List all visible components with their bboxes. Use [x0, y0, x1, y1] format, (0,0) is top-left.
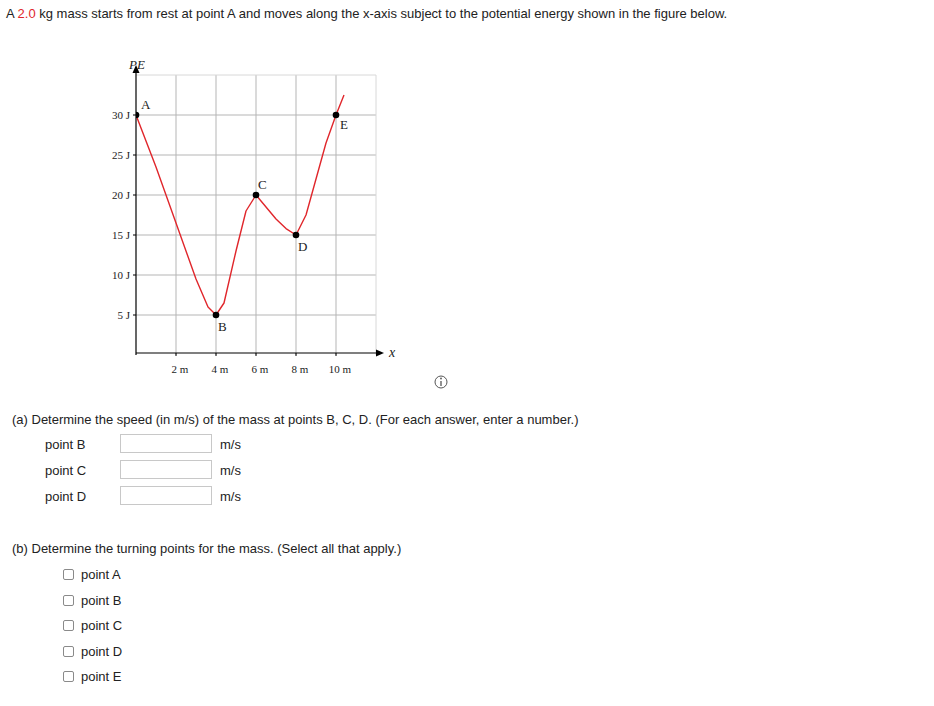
x-axis [136, 352, 380, 353]
unit-label: m/s [220, 437, 241, 452]
x-tick-label: 4 m [212, 363, 229, 375]
point-marker [213, 312, 220, 319]
grid-line-y [136, 275, 376, 276]
option-label: point A [81, 567, 121, 582]
range-top [136, 75, 376, 76]
answer-input[interactable] [120, 486, 212, 505]
problem-text: A 2.0 kg mass starts from rest at point … [6, 6, 727, 21]
problem-span: A [6, 6, 18, 21]
y-tick [133, 235, 136, 236]
range-right [376, 75, 377, 355]
info-icon [435, 376, 447, 388]
grid-line-y [136, 315, 376, 316]
x-tick [336, 353, 337, 356]
x-tick-label: 2 m [172, 363, 189, 375]
y-tick-label: 10 J [112, 269, 131, 281]
row-label: point D [45, 489, 86, 504]
y-tick-label: 30 J [112, 109, 131, 121]
option-label: point C [81, 618, 122, 633]
answer-input[interactable] [120, 434, 212, 453]
x-tick-label: 6 m [252, 363, 269, 375]
info-icon-bar [440, 381, 441, 386]
checkbox[interactable] [63, 646, 74, 657]
point-marker [136, 112, 139, 119]
y-axis-label: PE [128, 57, 145, 72]
point-label: D [298, 239, 307, 254]
row-label: point B [45, 437, 85, 452]
y-tick-label: 20 J [112, 189, 131, 201]
grid-line-y [136, 235, 376, 236]
y-tick [133, 275, 136, 276]
grid-line-y [136, 155, 376, 156]
point-label: B [218, 319, 227, 334]
grid-line-x [176, 75, 177, 355]
y-tick [133, 315, 136, 316]
x-tick [176, 353, 177, 356]
unit-label: m/s [220, 463, 241, 478]
info-icon-dot [440, 378, 442, 380]
y-tick-label: 15 J [112, 229, 131, 241]
unit-label: m/s [220, 489, 241, 504]
y-tick [133, 115, 136, 116]
y-tick-label: 5 J [117, 309, 130, 321]
x-tick [256, 353, 257, 356]
x-tick [296, 353, 297, 356]
x-tick-label: 10 m [329, 363, 352, 375]
row-label: point C [45, 463, 86, 478]
x-arrow [376, 350, 384, 357]
grid-line-y [136, 115, 376, 116]
problem-span: kg mass starts from rest at point A and … [36, 6, 728, 21]
y-tick [133, 155, 136, 156]
option-label: point D [81, 644, 122, 659]
part-b-prompt: (b) Determine the turning points for the… [12, 541, 401, 556]
checkbox[interactable] [63, 569, 74, 580]
checkbox[interactable] [63, 595, 74, 606]
x-axis-label: x [388, 345, 396, 360]
x-tick-label: 8 m [292, 363, 309, 375]
point-marker [333, 112, 340, 119]
problem-span: 2.0 [18, 6, 36, 21]
pe-curve [136, 95, 344, 315]
point-label: C [258, 177, 267, 192]
point-marker [293, 232, 300, 239]
figure: 5 J 10 J 15 J 20 J 25 J 30 J 2 m 4 m 6 m 8 m 10 m P… [0, 0, 934, 706]
part-a-prompt: (a) Determine the speed (in m/s) of the … [12, 412, 578, 427]
point-labels: A B C D E [141, 97, 348, 334]
point-marker [253, 192, 260, 199]
checkbox[interactable] [63, 620, 74, 631]
y-tick [133, 195, 136, 196]
option-label: point B [81, 593, 121, 608]
checkbox[interactable] [63, 671, 74, 682]
grid-line-x [256, 75, 257, 355]
x-tick [216, 353, 217, 356]
option-label: point E [81, 669, 121, 684]
point-label: A [141, 97, 151, 112]
plot-area [136, 95, 344, 318]
point-label: E [340, 117, 348, 132]
y-tick-label: 25 J [112, 149, 131, 161]
grid-line-x [296, 75, 297, 355]
answer-input[interactable] [120, 460, 212, 479]
